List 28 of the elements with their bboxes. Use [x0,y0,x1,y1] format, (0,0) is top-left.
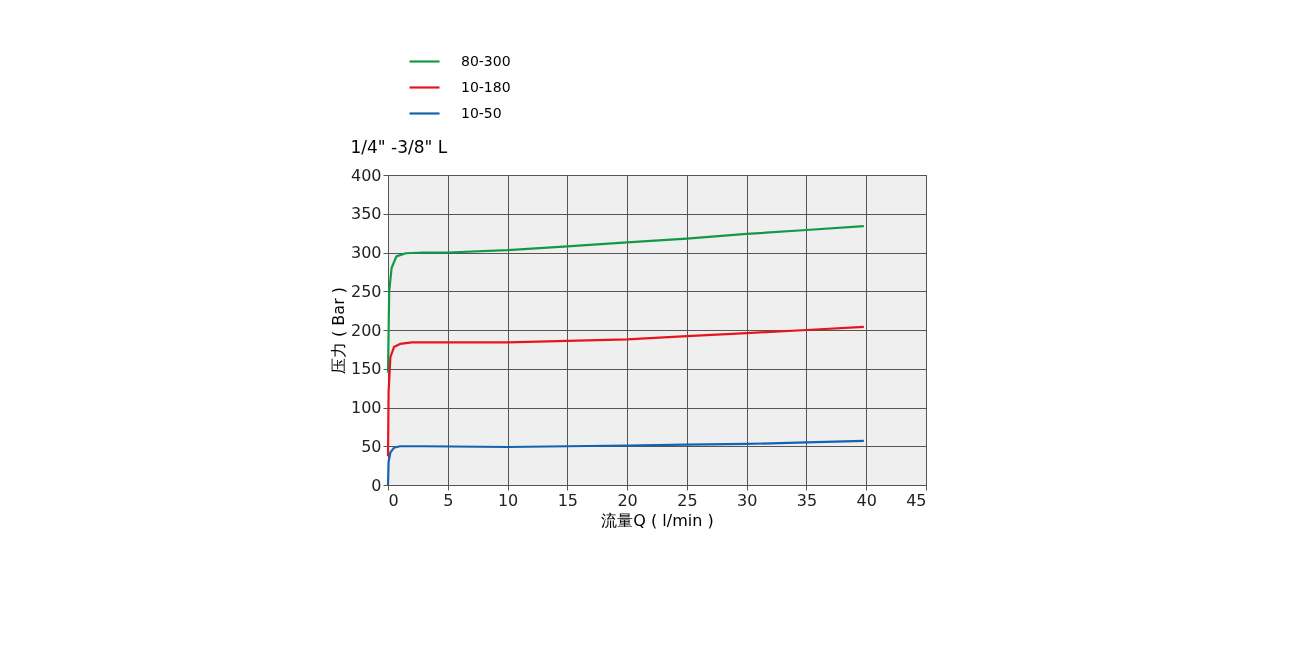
y-tick-label: 150 [350,359,382,379]
x-tick-label: 5 [443,490,454,510]
y-tick-label: 100 [350,398,382,417]
x-tick-label: 45 [906,490,927,510]
y-tick-label: 400 [350,165,382,185]
chart-title: 1/4" -3/8" L [350,137,448,157]
line-series [386,225,865,374]
y-tick-label: 250 [350,281,382,301]
x-tick-label: 40 [856,490,877,510]
x-axis-title: 流量Q ( l/min ) [601,510,714,530]
y-tick-label: 350 [350,204,382,224]
x-tick-label: 0 [388,490,399,510]
y-tick-label: 50 [361,436,382,456]
x-tick-label: 15 [557,490,579,510]
y-tick-label: 0 [371,475,382,495]
legend-label: 80-300 [461,52,511,69]
legend-label: 10-180 [461,78,511,95]
y-tick-label: 200 [350,320,382,340]
line-series [386,325,865,458]
x-tick-label: 20 [617,490,638,510]
x-tick-label: 30 [736,490,758,510]
x-tick-label: 35 [796,490,818,510]
y-tick-label: 300 [350,243,382,262]
y-axis-title: 压力 ( Bar ) [328,286,348,375]
x-tick-label: 10 [497,490,519,510]
line-series [386,439,865,487]
legend-label: 10-50 [461,104,502,121]
x-tick-label: 25 [677,490,698,510]
